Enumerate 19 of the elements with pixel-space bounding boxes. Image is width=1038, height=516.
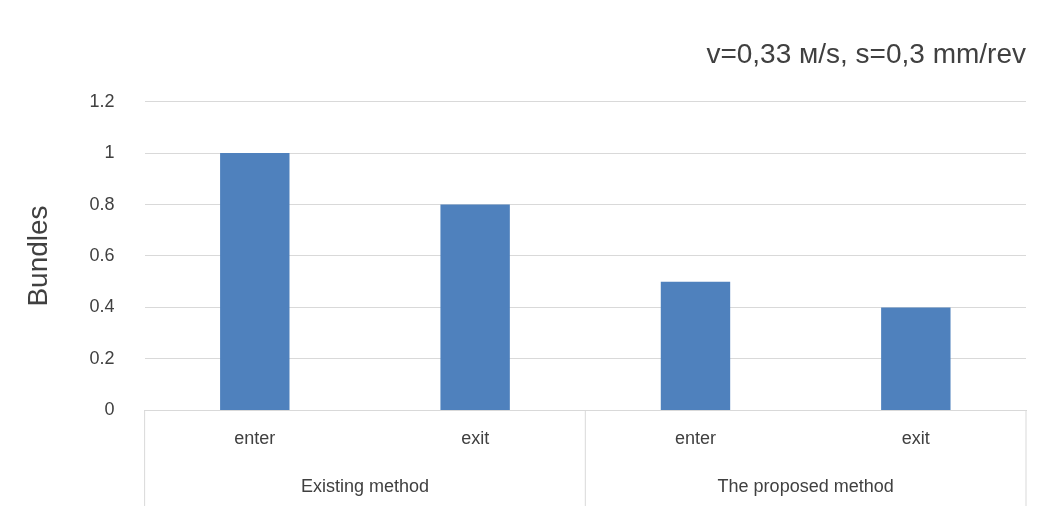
bar (881, 307, 951, 410)
y-tick-label: 0.8 (89, 193, 115, 214)
y-tick-label: 1 (104, 142, 115, 163)
x-tick-label: exit (461, 428, 490, 449)
y-tick-label: 0.6 (89, 244, 115, 265)
y-axis-title: Bundles (21, 205, 53, 307)
y-tick-label: 0.2 (89, 347, 115, 368)
y-tick-label: 0 (104, 399, 115, 420)
y-tick-label: 0.4 (89, 296, 115, 317)
x-tick-label: enter (234, 428, 276, 449)
chart-title: v=0,33 м/s, s=0,3 mm/rev (706, 37, 1026, 69)
text: The proposed method (717, 476, 894, 497)
bar (440, 204, 510, 410)
bar (220, 153, 290, 410)
bar (660, 281, 731, 410)
y-tick-label: 1.2 (89, 90, 115, 111)
text: Existing method (300, 476, 430, 497)
x-tick-label: enter (674, 428, 716, 449)
x-tick-label: exit (901, 428, 930, 449)
